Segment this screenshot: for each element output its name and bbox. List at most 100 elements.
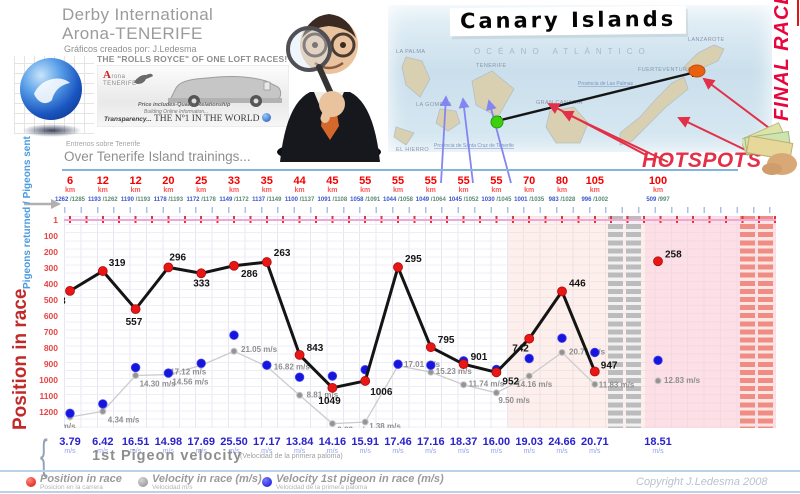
km-column: 12 km 1193 /1262 bbox=[87, 175, 118, 204]
trainings-underline bbox=[62, 169, 738, 171]
km-tick-strip bbox=[64, 207, 776, 213]
velocity-column: 17.69 m/s bbox=[187, 436, 215, 456]
right-arrow-icon bbox=[24, 199, 61, 209]
svg-text:LA PALMA: LA PALMA bbox=[396, 49, 425, 55]
km-column: 6 km 1262 /1285 bbox=[54, 175, 86, 204]
km-column: 55 km 1058 /1091 bbox=[350, 175, 381, 204]
chart-svg: 2.79 m/s 4.34 m/s 14.30 m/s14.56 m/s 17.12 … bbox=[64, 248, 701, 428]
svg-text:1049: 1049 bbox=[318, 396, 341, 407]
small-globe-icon bbox=[261, 113, 271, 122]
legend-dot-first-pigeon bbox=[262, 477, 272, 487]
velocity-column: 18.51 m/s bbox=[644, 436, 672, 456]
svg-text:795: 795 bbox=[438, 335, 455, 346]
legend-dot-position bbox=[26, 477, 36, 487]
arona-logo-sub: TENERIFE bbox=[103, 81, 137, 87]
velocity-column: 16.51 m/s bbox=[121, 436, 150, 456]
ocean-label: OCÉANO ATLÁNTICO bbox=[474, 47, 651, 56]
trainings-label-es: Entrenos sobre Tenerife bbox=[66, 141, 141, 148]
velocity-column: 24.66 m/s bbox=[548, 436, 576, 456]
banner-no1-line: THE Nº1 IN THE WORLD bbox=[154, 113, 271, 124]
svg-text:557: 557 bbox=[126, 317, 143, 328]
svg-text:4.34 m/s: 4.34 m/s bbox=[108, 415, 140, 424]
y-axis-tick: 1200 bbox=[39, 407, 58, 417]
y-axis-tick: 1000 bbox=[39, 375, 58, 385]
gray-stripe-band-1 bbox=[608, 216, 623, 428]
km-column: 70 km 1001 /1035 bbox=[514, 175, 545, 204]
man-with-magnifier-illustration bbox=[277, 14, 381, 162]
svg-text:296: 296 bbox=[169, 252, 186, 263]
y-axis-tick: 800 bbox=[43, 343, 58, 353]
km-column: 55 km 1044 /1058 bbox=[382, 175, 414, 204]
velocity-brace: { bbox=[40, 431, 48, 478]
velocity-column: 19.03 m/s bbox=[515, 436, 543, 456]
highlight-zone-pink bbox=[508, 216, 776, 428]
legend-label-race-velocity: Velocity in race (m/s) bbox=[152, 473, 262, 485]
svg-text:LANZAROTE: LANZAROTE bbox=[688, 37, 725, 43]
globe-bird-icon bbox=[34, 78, 70, 104]
svg-text:952: 952 bbox=[502, 376, 519, 387]
km-column: 45 km 1091 /1108 bbox=[317, 175, 348, 204]
corner-red-bar bbox=[797, 0, 799, 26]
svg-text:EL HIERRO: EL HIERRO bbox=[396, 147, 429, 152]
km-column: 80 km 983 /1028 bbox=[548, 175, 576, 204]
svg-text:17.12 m/s: 17.12 m/s bbox=[170, 367, 207, 376]
legend-sub-first-pigeon: Velocidad de la primera paloma bbox=[276, 484, 368, 491]
km-column: 55 km 1030 /1045 bbox=[481, 175, 512, 204]
final-race-label: FINAL RACE bbox=[771, 0, 793, 121]
page-title-line2: Arona-TENERIFE bbox=[62, 24, 203, 43]
svg-text:742: 742 bbox=[512, 344, 529, 355]
y-axis-tick: 1100 bbox=[39, 391, 58, 401]
svg-text:0.93 m/s: 0.93 m/s bbox=[337, 426, 369, 428]
copyright: Copyright J.Ledesma 2008 bbox=[636, 476, 768, 488]
y-axis-tick: 200 bbox=[43, 247, 58, 257]
y-axis-label-position: Position in race bbox=[10, 288, 31, 430]
y-axis-tick: 500 bbox=[43, 295, 58, 305]
bottom-line bbox=[0, 491, 800, 493]
svg-text:286: 286 bbox=[241, 269, 258, 280]
arona-logo-a: A bbox=[103, 69, 112, 81]
km-column: 44 km 1100 /1137 bbox=[284, 175, 315, 204]
credit-line: Gráficos creados por: J.Ledesma bbox=[64, 44, 197, 54]
y-axis-tick: 100 bbox=[43, 231, 58, 241]
svg-text:319: 319 bbox=[109, 258, 126, 269]
svg-text:Provincia de Santa Cruz de Ten: Provincia de Santa Cruz de Tenerife bbox=[434, 143, 514, 149]
km-column: 105 km 996 /1002 bbox=[581, 175, 609, 204]
km-column: 20 km 1178 /1193 bbox=[153, 175, 184, 204]
y-axis-tick: 400 bbox=[43, 279, 58, 289]
velocity-column: 18.37 m/s bbox=[449, 436, 478, 456]
km-header-row: 6 km 1262 /1285 12 km 1193 /1262 12 km 1190 /119… bbox=[55, 175, 776, 206]
y-axis-tick: 300 bbox=[43, 263, 58, 273]
svg-text:1.38 m/s: 1.38 m/s bbox=[369, 422, 401, 428]
km-column: 35 km 1137 /1149 bbox=[252, 175, 282, 204]
velocity-column: 16.00 m/s bbox=[482, 436, 511, 456]
velocity-column: 14.98 m/s bbox=[154, 436, 183, 456]
svg-text:15.23 m/s: 15.23 m/s bbox=[436, 367, 473, 376]
velocity-axis-title: 1st Pigeon velocity bbox=[92, 448, 243, 464]
svg-text:Provincia de Las Palmas: Provincia de Las Palmas bbox=[578, 81, 634, 87]
svg-text:21.05 m/s: 21.05 m/s bbox=[241, 345, 278, 354]
svg-text:443: 443 bbox=[64, 296, 66, 307]
svg-text:14.30 m/s: 14.30 m/s bbox=[140, 380, 177, 389]
money-hand-icon bbox=[742, 122, 797, 175]
svg-text:263: 263 bbox=[274, 248, 291, 259]
svg-text:17.01 m/s: 17.01 m/s bbox=[404, 360, 441, 369]
salmon-stripe-band-2 bbox=[758, 216, 773, 428]
velocity-column: 20.71 m/s bbox=[581, 436, 609, 456]
velocity-column: 14.16 m/s bbox=[318, 436, 347, 456]
first-pigeon-velocity-series bbox=[65, 330, 663, 419]
svg-text:901: 901 bbox=[471, 352, 488, 363]
hotspots-label: HOTSPOTS bbox=[642, 149, 762, 172]
svg-text:446: 446 bbox=[569, 278, 586, 289]
velocity-column: 13.84 m/s bbox=[285, 436, 314, 456]
svg-text:9.50 m/s: 9.50 m/s bbox=[498, 396, 530, 405]
arona-logo: Arona TENERIFE bbox=[103, 69, 137, 88]
legend-dot-race-velocity bbox=[138, 477, 148, 487]
svg-text:11.83 m/s: 11.83 m/s bbox=[599, 380, 635, 389]
velocity-column: 6.42 m/s bbox=[92, 436, 114, 456]
svg-text:11.74 m/s: 11.74 m/s bbox=[469, 380, 505, 389]
legend-label-first-pigeon: Velocity 1st pigeon in race (m/s) bbox=[276, 473, 444, 485]
trainings-label-en: Over Tenerife Island trainings... bbox=[64, 149, 251, 164]
chart-area: 2.79 m/s 4.34 m/s 14.30 m/s14.56 m/s 17.12 … bbox=[64, 216, 776, 428]
banner-building-line: Building Online Information... bbox=[144, 109, 209, 115]
